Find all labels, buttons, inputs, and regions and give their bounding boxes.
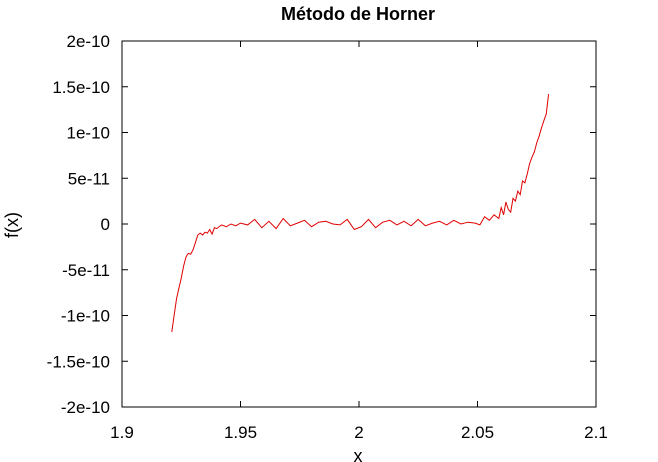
y-tick-label: 1.5e-10 (52, 78, 110, 97)
y-tick-label: 2e-10 (67, 32, 110, 51)
x-tick-label: 2.1 (584, 423, 608, 442)
series-line (171, 94, 550, 333)
y-axis: 2e-10 1.5e-10 1e-10 5e-11 0 -5e-11 -1e-10 -1.5e… (47, 32, 596, 417)
chart-title: Método de Horner (281, 4, 435, 24)
x-axis-label: x (354, 446, 363, 462)
plot-frame (121, 40, 597, 408)
y-tick-label: -2e-10 (61, 398, 110, 417)
x-tick-label: 2 (354, 423, 363, 442)
y-tick-label: -5e-11 (62, 261, 110, 280)
x-axis: 1.9 1.95 2 2.05 2.1 (110, 41, 608, 442)
y-axis-label: f(x) (2, 212, 22, 238)
x-tick-label: 1.9 (110, 423, 134, 442)
x-tick-label: 2.05 (461, 423, 494, 442)
y-tick-label: 0 (101, 215, 110, 234)
y-tick-label: -1e-10 (61, 307, 110, 326)
x-tick-label: 1.95 (224, 423, 257, 442)
y-tick-label: 1e-10 (67, 124, 110, 143)
y-tick-label: 5e-11 (68, 169, 110, 188)
y-tick-label: -1.5e-10 (47, 352, 110, 371)
